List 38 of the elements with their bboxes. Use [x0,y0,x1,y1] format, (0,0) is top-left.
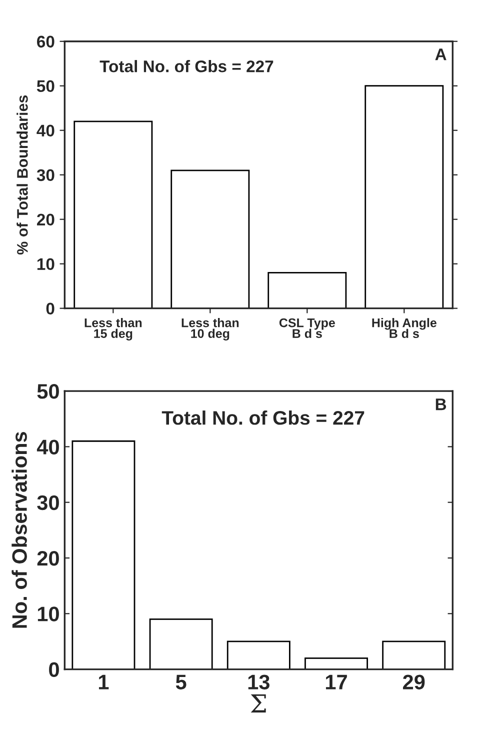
y-tick-label: 40 [36,440,59,454]
y-axis-title: % of Total Boundaries [16,95,28,255]
y-tick-label: 10 [38,606,59,622]
y-tick-label: 50 [37,384,59,399]
x-tick-label: 29 [402,674,425,690]
bar [382,640,446,670]
y-tick-label: 30 [37,495,59,510]
x-tick-label: High Angle B d s [372,318,436,338]
y-tick-label: 0 [46,302,54,315]
x-axis-title: Σ [250,694,266,713]
bar [149,618,213,670]
x-tick-label: 13 [248,674,270,690]
y-tick-label: 0 [49,662,59,678]
y-tick-label: 30 [36,169,54,182]
x-tick-label: Less than 10 deg [182,318,239,340]
y-axis-title: No. of Observations [12,432,27,628]
bar [304,657,368,670]
y-tick-label: 50 [36,80,54,92]
x-tick-label: 17 [326,674,347,690]
y-tick-label: 60 [37,36,54,48]
x-tick-label: Less than 15 deg [84,318,142,340]
y-tick-label: 20 [37,550,59,566]
annotation: Total No. of Gbs = 227 [100,60,274,72]
bar [364,85,444,308]
y-tick-label: 40 [36,124,54,137]
annotation: Total No. of Gbs = 227 [162,410,364,425]
bar [74,120,153,308]
bar [72,440,136,670]
x-tick-label: 1 [98,674,109,690]
x-tick-label: CSL Type B d s [279,318,335,338]
bar [226,640,290,670]
bar [268,272,347,308]
y-tick-label: 20 [36,214,54,226]
annotation: B [436,398,446,410]
annotation: A [435,48,446,60]
bar [170,170,250,308]
y-tick-label: 10 [37,258,54,270]
x-tick-label: 5 [176,674,186,690]
